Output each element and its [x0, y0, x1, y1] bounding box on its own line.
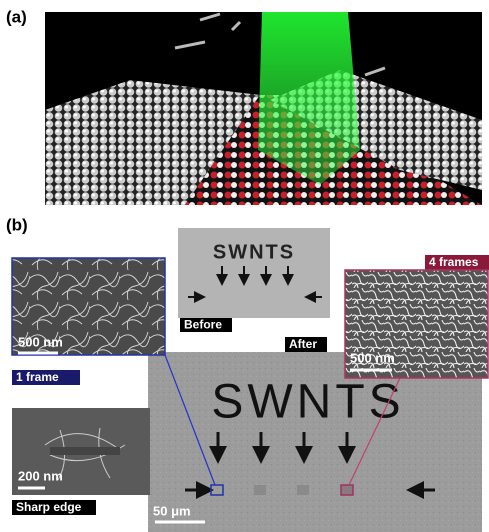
arrows [188, 266, 322, 303]
after-label: After [289, 337, 317, 351]
spot [210, 484, 224, 496]
edge [50, 447, 120, 455]
before-label: Before [184, 318, 222, 332]
before-image [178, 228, 330, 318]
scale-label: 50 μm [153, 503, 191, 518]
tag-bg [12, 370, 80, 385]
tag-bg [425, 255, 489, 270]
one-frame-image [11, 257, 166, 356]
left-slab [45, 80, 260, 205]
panel-label: (b) [6, 215, 28, 234]
connector [164, 354, 216, 486]
one-frame-label: 1 frame [16, 370, 59, 384]
spot [254, 485, 266, 495]
four-frames-label: 4 frames [429, 255, 479, 269]
pattern-text: SWNTS [211, 376, 404, 429]
pattern-text: SWNTS [213, 241, 295, 263]
scale-label: 500 nm [350, 350, 395, 365]
tubes [44, 427, 126, 481]
scale-label: 200 nm [18, 468, 63, 483]
four-frames-image [344, 269, 489, 379]
laser-beam [258, 12, 360, 185]
arrows [185, 432, 435, 499]
sharp-edge-label: Sharp edge [16, 500, 82, 514]
spot [297, 485, 309, 495]
panel-label: (a) [6, 7, 27, 26]
tag-bg [12, 500, 96, 515]
connector [348, 377, 401, 486]
spot [340, 484, 354, 496]
tag-bg [285, 337, 327, 352]
main-image [148, 352, 482, 532]
floating-tubes [174, 12, 386, 77]
tag-bg [180, 318, 232, 332]
scale-label: 500 nm [18, 334, 63, 349]
